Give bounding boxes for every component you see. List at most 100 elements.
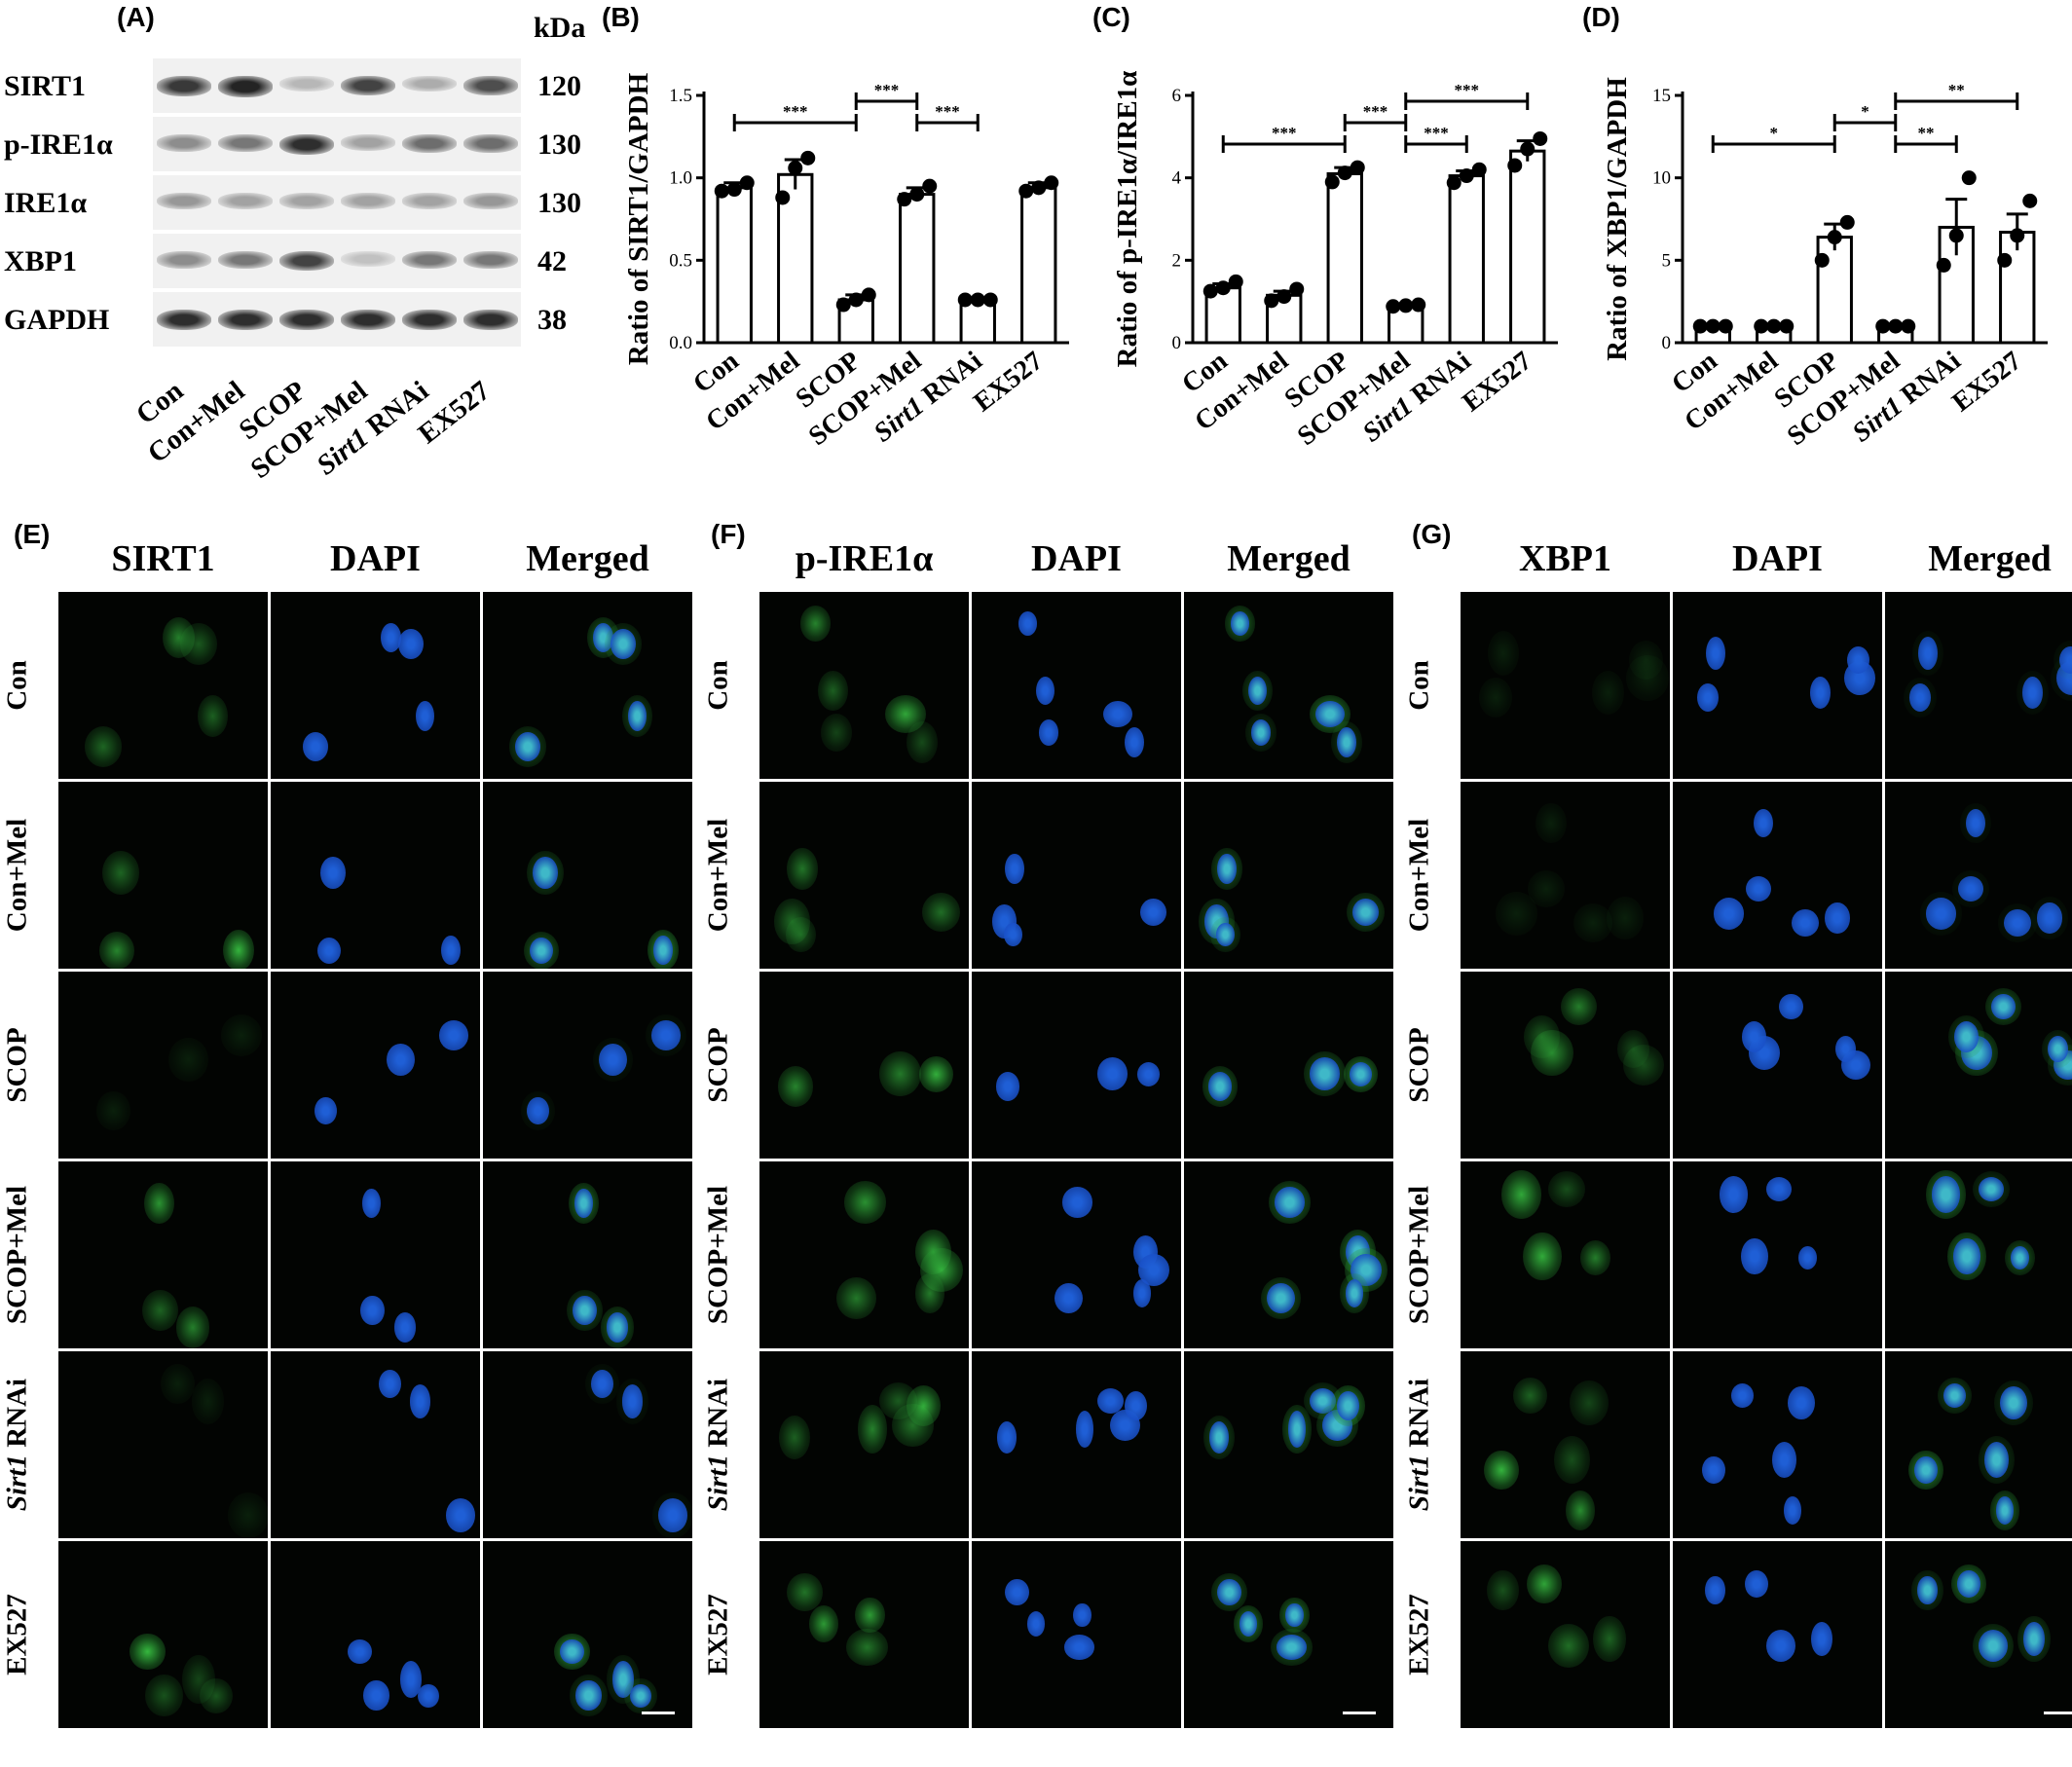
nucleus [440, 935, 461, 965]
nucleus [400, 1661, 422, 1698]
micrograph-cell [1673, 1541, 1882, 1728]
nucleus [320, 856, 346, 890]
nucleus [1745, 1569, 1768, 1599]
data-point [1997, 252, 2013, 268]
green-signal [1484, 1450, 1519, 1490]
blot-band [341, 76, 395, 96]
nucleus [1696, 682, 1719, 712]
micrograph-cell [58, 972, 268, 1159]
blot-strip [153, 292, 521, 347]
data-point [1779, 318, 1794, 334]
micrograph-cell [1461, 782, 1670, 969]
green-signal [1531, 1029, 1573, 1077]
y-tick-label: 10 [1652, 168, 1671, 189]
nucleus [2047, 1035, 2069, 1063]
micrograph-cell [1461, 972, 1670, 1159]
blot-band [279, 310, 334, 331]
nucleus [2004, 909, 2032, 938]
nucleus [1076, 1411, 1094, 1448]
nucleus [1798, 1246, 1818, 1270]
nucleus [387, 1044, 416, 1077]
data-point [1215, 280, 1231, 296]
data-point [1411, 297, 1426, 313]
significance-label: *** [1455, 81, 1480, 99]
micrograph-cell [972, 1351, 1181, 1538]
nucleus [996, 1421, 1018, 1454]
nucleus [1337, 726, 1357, 757]
nucleus [1026, 1611, 1046, 1638]
micrograph-cell [1673, 592, 1882, 779]
green-signal [879, 1051, 921, 1096]
y-tick-label: 15 [1652, 86, 1671, 106]
blot-protein-label: IRE1α [4, 187, 88, 219]
blot-band [157, 134, 211, 152]
green-signal [182, 1655, 215, 1704]
nucleus [1266, 1283, 1295, 1314]
significance-label: *** [874, 81, 900, 99]
nucleus [1248, 676, 1268, 705]
y-tick-label: 1.5 [669, 86, 692, 106]
green-signal [145, 1675, 183, 1716]
nucleus [1230, 611, 1249, 636]
micrograph-cell [1673, 782, 1882, 969]
nucleus [1140, 899, 1167, 927]
blot-band [218, 193, 273, 209]
blot-kda-label: 130 [537, 129, 581, 161]
significance-label: *** [783, 102, 808, 121]
data-point [739, 175, 755, 191]
micrograph-cell [58, 1161, 268, 1348]
green-signal [1580, 1240, 1611, 1276]
data-point [922, 178, 938, 194]
blot-band [341, 310, 395, 331]
data-point [1031, 180, 1047, 196]
green-signal [906, 720, 939, 763]
green-signal [1593, 1616, 1626, 1663]
green-signal [777, 1066, 813, 1107]
green-signal [175, 1307, 210, 1348]
nucleus [2000, 1386, 2027, 1419]
nucleus [592, 622, 613, 653]
blot-band [279, 76, 334, 92]
nucleus [1702, 1455, 1725, 1484]
blot-band [218, 310, 273, 331]
nucleus [1788, 1386, 1815, 1419]
nucleus [573, 1296, 597, 1326]
data-point [1754, 318, 1769, 334]
nucleus [1957, 1569, 1980, 1599]
nucleus [1073, 1602, 1092, 1628]
green-signal [808, 1605, 839, 1643]
data-point [1044, 175, 1059, 191]
nucleus [1215, 922, 1235, 947]
bar [777, 172, 814, 345]
nucleus [599, 1044, 628, 1077]
nucleus [1966, 808, 1986, 838]
panel-label-e: (E) [14, 519, 51, 549]
nucleus [560, 1639, 584, 1665]
nucleus [1336, 1391, 1359, 1421]
channel-title: DAPI [330, 538, 421, 579]
blot-protein-label: GAPDH [4, 304, 110, 336]
channel-title: Merged [1928, 538, 2052, 579]
green-signal [1607, 897, 1644, 939]
nucleus [314, 1096, 338, 1125]
micrograph-cell [1885, 1541, 2072, 1728]
panel-label-f: (F) [711, 519, 746, 549]
green-signal [799, 606, 831, 642]
micrograph-cell [759, 1161, 969, 1348]
green-signal [1547, 1623, 1590, 1669]
nucleus [1005, 1578, 1029, 1606]
green-signal [1495, 892, 1538, 936]
nucleus [1054, 1283, 1083, 1314]
data-point [1936, 257, 1951, 273]
micrograph-cell [483, 592, 692, 779]
kda-header: kDa [534, 12, 586, 44]
green-signal [1626, 655, 1669, 702]
micrograph-cell [1461, 1161, 1670, 1348]
nucleus [610, 629, 636, 660]
data-point [1901, 318, 1916, 334]
blot-band [341, 251, 395, 267]
nucleus [1207, 1072, 1232, 1101]
nucleus [652, 935, 673, 965]
